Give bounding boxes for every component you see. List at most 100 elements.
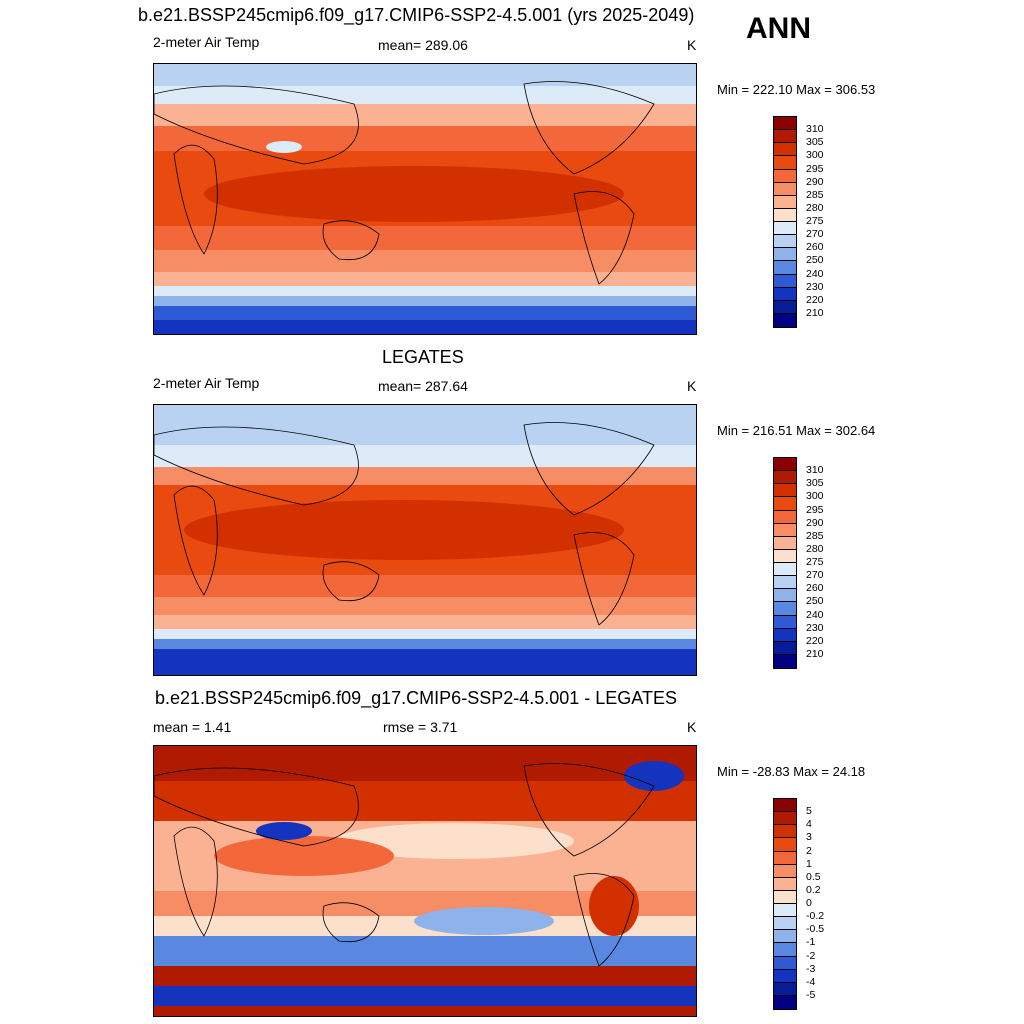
panel3-mean: mean = 1.41: [153, 719, 232, 735]
colorbar-tick-label: 5: [806, 805, 812, 818]
colorbar-swatch: [774, 943, 796, 957]
panel1-variable: 2-meter Air Temp: [153, 34, 260, 50]
colorbar-swatch: [774, 287, 796, 301]
colorbar-swatch: [774, 300, 796, 314]
colorbar-swatch: [774, 458, 796, 472]
colorbar-tick-label: 285: [806, 529, 824, 542]
colorbar-tick-label: 285: [806, 188, 824, 201]
panel3-title: b.e21.BSSP245cmip6.f09_g17.CMIP6-SSP2-4.…: [155, 688, 677, 708]
colorbar-tick-label: 295: [806, 503, 824, 516]
colorbar-swatch: [774, 261, 796, 275]
colorbar-tick-label: 275: [806, 215, 824, 227]
colorbar-swatch: [774, 930, 796, 944]
panel3-colorbar: [773, 798, 797, 1010]
colorbar-swatch: [774, 222, 796, 236]
colorbar-tick-label: 4: [806, 818, 812, 831]
colorbar-swatch: [774, 825, 796, 839]
colorbar-swatch: [774, 510, 796, 524]
colorbar-tick-label: 305: [806, 477, 824, 490]
panel2-units: K: [687, 378, 697, 394]
colorbar-tick-label: 240: [806, 267, 824, 280]
main-title: b.e21.BSSP245cmip6.f09_g17.CMIP6-SSP2-4.…: [138, 5, 695, 25]
panel3-minmax: Min = -28.83 Max = 24.18: [717, 764, 866, 779]
colorbar-tick-label: 0: [806, 897, 812, 909]
colorbar-swatch: [774, 982, 796, 996]
panel2-colorbar: [773, 457, 797, 669]
colorbar-tick-label: 280: [806, 201, 824, 214]
panel1-colorbar: [773, 116, 797, 328]
colorbar-tick-label: -1: [806, 936, 816, 949]
colorbar-swatch: [774, 523, 796, 537]
colorbar-swatch: [774, 536, 796, 550]
colorbar-swatch: [774, 628, 796, 642]
colorbar-tick-label: 305: [806, 136, 824, 149]
colorbar-tick-label: 300: [806, 149, 824, 162]
colorbar-tick-label: 210: [806, 306, 824, 319]
colorbar-tick-label: 300: [806, 490, 824, 503]
panel1-mean: mean= 289.06: [378, 37, 468, 53]
colorbar-tick-label: 280: [806, 542, 824, 555]
colorbar-swatch: [774, 117, 796, 131]
colorbar-swatch: [774, 471, 796, 485]
colorbar-tick-label: 260: [806, 241, 824, 254]
colorbar-swatch: [774, 851, 796, 865]
colorbar-swatch: [774, 497, 796, 511]
colorbar-swatch: [774, 169, 796, 183]
colorbar-swatch: [774, 641, 796, 655]
panel2-variable: 2-meter Air Temp: [153, 375, 260, 391]
colorbar-tick-label: 230: [806, 280, 824, 293]
colorbar-tick-label: 2: [806, 844, 812, 857]
colorbar-swatch: [774, 195, 796, 209]
legates-temperature-map: [154, 405, 696, 675]
panel3-units: K: [687, 719, 697, 735]
colorbar-swatch: [774, 589, 796, 603]
panel1-map: [153, 63, 697, 335]
panel1-units: K: [687, 37, 697, 53]
panel2-mean: mean= 287.64: [378, 378, 468, 394]
colorbar-swatch: [774, 995, 796, 1009]
colorbar-tick-label: -3: [806, 962, 816, 975]
colorbar-tick-label: 275: [806, 556, 824, 568]
colorbar-tick-label: 220: [806, 634, 824, 647]
colorbar-tick-label: 310: [806, 464, 824, 477]
colorbar-tick-label: 260: [806, 582, 824, 595]
colorbar-tick-label: 0.2: [806, 883, 821, 896]
colorbar-tick-label: 250: [806, 254, 824, 267]
model-temperature-map: [154, 64, 696, 334]
colorbar-tick-label: -2: [806, 949, 816, 962]
panel2-title: LEGATES: [382, 347, 464, 367]
colorbar-tick-label: -0.5: [806, 923, 825, 936]
colorbar-tick-label: 0.5: [806, 870, 821, 883]
colorbar-swatch: [774, 812, 796, 826]
colorbar-swatch: [774, 877, 796, 891]
colorbar-swatch: [774, 904, 796, 918]
colorbar-swatch: [774, 799, 796, 813]
colorbar-swatch: [774, 182, 796, 196]
colorbar-swatch: [774, 602, 796, 616]
colorbar-tick-label: 220: [806, 293, 824, 306]
colorbar-tick-label: -5: [806, 988, 816, 1001]
colorbar-tick-label: 3: [806, 831, 812, 844]
colorbar-swatch: [774, 274, 796, 288]
colorbar-swatch: [774, 156, 796, 170]
colorbar-tick-label: -0.2: [806, 910, 825, 923]
colorbar-tick-label: 290: [806, 175, 824, 188]
colorbar-tick-label: 290: [806, 516, 824, 529]
colorbar-tick-label: 230: [806, 621, 824, 634]
season-label: ANN: [746, 12, 811, 45]
colorbar-swatch: [774, 248, 796, 262]
colorbar-tick-label: 310: [806, 123, 824, 136]
colorbar-swatch: [774, 143, 796, 157]
panel3-rmse: rmse = 3.71: [383, 719, 458, 735]
panel3-map: [153, 745, 697, 1017]
colorbar-tick-label: 240: [806, 608, 824, 621]
colorbar-swatch: [774, 235, 796, 249]
colorbar-tick-label: -4: [806, 975, 816, 988]
colorbar-swatch: [774, 313, 796, 327]
colorbar-swatch: [774, 654, 796, 668]
colorbar-swatch: [774, 549, 796, 563]
colorbar-tick-label: 295: [806, 162, 824, 175]
colorbar-swatch: [774, 890, 796, 904]
colorbar-swatch: [774, 969, 796, 983]
colorbar-tick-label: 210: [806, 647, 824, 660]
